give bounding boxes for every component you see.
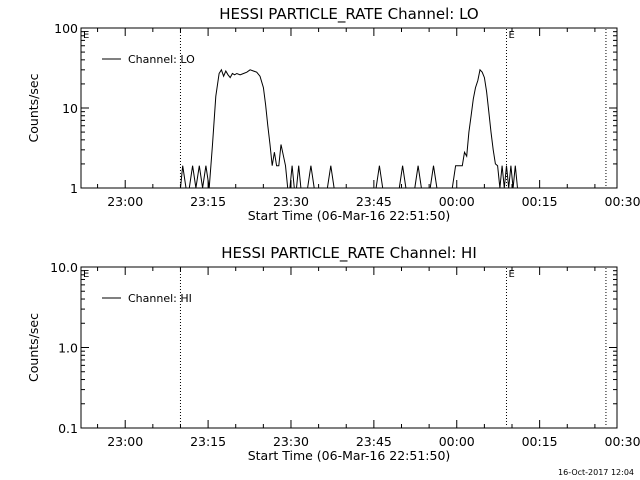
y-axis-label: Counts/sec	[26, 313, 41, 382]
y-tick-label: 1	[70, 181, 78, 196]
y-tick-label: 0.1	[58, 421, 78, 436]
x-tick-label: 00:15	[522, 434, 558, 449]
corner-marker-label: E	[83, 269, 89, 280]
event-marker-label: E	[508, 30, 514, 41]
y-tick-label: 10	[62, 101, 78, 116]
x-tick-label: 23:30	[273, 194, 309, 209]
x-tick-label: 23:45	[356, 434, 392, 449]
chart-title: HESSI PARTICLE_RATE Channel: HI	[221, 244, 477, 263]
x-tick-label: 00:00	[439, 434, 475, 449]
x-tick-label: 23:45	[356, 194, 392, 209]
x-axis-label: Start Time (06-Mar-16 22:51:50)	[248, 448, 451, 463]
y-tick-label: 10.0	[50, 260, 78, 275]
chart-title: HESSI PARTICLE_RATE Channel: LO	[219, 5, 478, 24]
y-tick-label: 100	[54, 21, 78, 36]
x-axis-label: Start Time (06-Mar-16 22:51:50)	[248, 208, 451, 223]
x-tick-label: 00:15	[522, 194, 558, 209]
chart-panel-2: HESSI PARTICLE_RATE Channel: HI 23:00 23:1…	[26, 244, 640, 463]
plot-timestamp: 16-Oct-2017 12:04	[558, 468, 634, 477]
corner-marker-label: E	[83, 30, 89, 41]
x-tick-label: 00:00	[439, 194, 475, 209]
legend-entry: Channel: HI	[128, 292, 192, 305]
event-marker-label: E	[508, 269, 514, 280]
y-axis-label: Counts/sec	[26, 73, 41, 142]
x-tick-label: 23:00	[107, 194, 143, 209]
x-tick-label: 00:30	[605, 434, 640, 449]
x-tick-label: 00:30	[605, 194, 640, 209]
chart-panel-1: HESSI PARTICLE_RATE Channel: LO 23:00 23:1…	[26, 5, 640, 223]
x-tick-label: 23:00	[107, 434, 143, 449]
x-tick-label: 23:30	[273, 434, 309, 449]
x-tick-label: 23:15	[190, 434, 226, 449]
y-tick-label: 1.0	[58, 341, 78, 356]
legend-entry: Channel: LO	[128, 53, 195, 66]
x-tick-label: 23:15	[190, 194, 226, 209]
series-line	[180, 68, 529, 188]
plot-frame	[80, 27, 618, 189]
